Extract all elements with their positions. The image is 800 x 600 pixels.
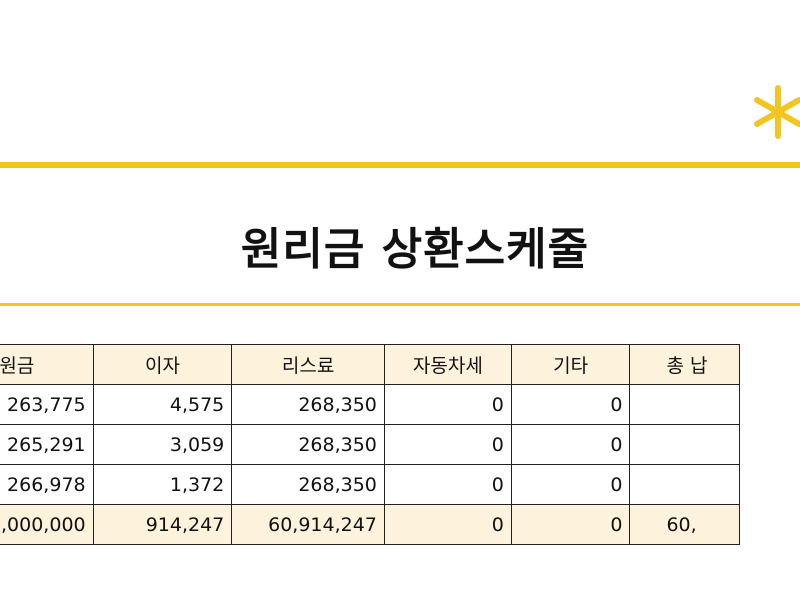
column-header-interest: 이자 (92, 344, 233, 385)
title-divider (0, 303, 800, 306)
column-header-total-payment: 총 납 (629, 344, 740, 385)
cell-other: 0 (510, 464, 631, 505)
total-lease-fee: 60,914,247 (231, 504, 385, 545)
total-other: 0 (510, 504, 631, 545)
table-row: 263,775 4,575 268,350 0 0 (0, 384, 740, 425)
total-payment: 60, (629, 504, 740, 545)
cell-interest: 4,575 (92, 384, 233, 425)
top-divider (0, 162, 800, 168)
total-interest: 914,247 (92, 504, 233, 545)
cell-car-tax: 0 (383, 424, 512, 465)
star-icon (754, 85, 800, 139)
cell-interest: 3,059 (92, 424, 233, 465)
cell-total-payment (629, 424, 740, 465)
table-total-row: 60,000,000 914,247 60,914,247 0 0 60, (0, 504, 740, 545)
table-row: 266,978 1,372 268,350 0 0 (0, 464, 740, 505)
cell-car-tax: 0 (383, 464, 512, 505)
cell-total-payment (629, 464, 740, 505)
cell-principal: 266,978 (0, 464, 94, 505)
cell-lease-fee: 268,350 (231, 384, 385, 425)
cell-car-tax: 0 (383, 384, 512, 425)
cell-lease-fee: 268,350 (231, 464, 385, 505)
cell-other: 0 (510, 384, 631, 425)
table-row: 265,291 3,059 268,350 0 0 (0, 424, 740, 465)
cell-principal: 265,291 (0, 424, 94, 465)
cell-total-payment (629, 384, 740, 425)
table-header-row: 원금 이자 리스료 자동차세 기타 총 납 (0, 344, 740, 385)
cell-interest: 1,372 (92, 464, 233, 505)
column-header-other: 기타 (510, 344, 631, 385)
repayment-schedule-table: 원금 이자 리스료 자동차세 기타 총 납 263,775 4,575 268,… (0, 344, 740, 545)
cell-other: 0 (510, 424, 631, 465)
total-principal: 60,000,000 (0, 504, 94, 545)
column-header-car-tax: 자동차세 (383, 344, 512, 385)
column-header-principal: 원금 (0, 344, 94, 385)
column-header-lease-fee: 리스료 (231, 344, 385, 385)
cell-lease-fee: 268,350 (231, 424, 385, 465)
total-car-tax: 0 (383, 504, 512, 545)
cell-principal: 263,775 (0, 384, 94, 425)
page-title: 원리금 상환스케줄 (240, 224, 590, 275)
